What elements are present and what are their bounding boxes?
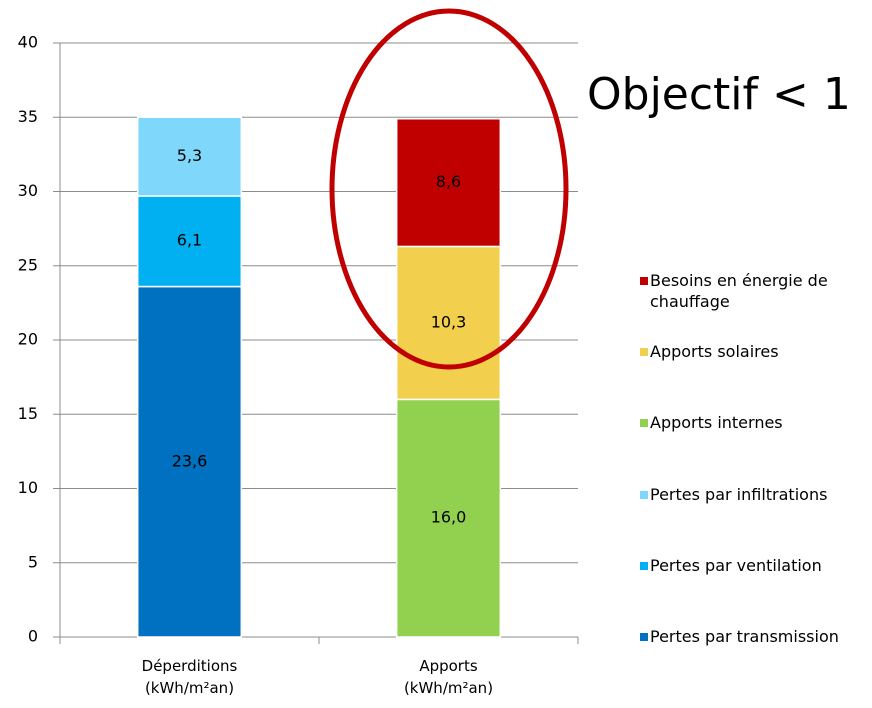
legend-label: Pertes par ventilation (650, 555, 822, 575)
y-tick-label: 20 (18, 330, 38, 349)
legend-swatch (640, 490, 648, 499)
x-tick-label: Déperditions (kWh/m²an) (141, 657, 238, 697)
y-tick-label: 15 (18, 404, 38, 423)
legend-label: Apports solaires (650, 342, 779, 362)
legend-swatch (640, 348, 648, 357)
bar-segment (395, 245, 502, 401)
data-label: 23,6 (172, 451, 208, 470)
legend-label: Apports internes (650, 413, 783, 433)
legend-swatch (640, 419, 648, 428)
data-label: 16,0 (431, 508, 467, 527)
y-tick-label: 30 (18, 181, 38, 200)
y-tick-label: 25 (18, 255, 38, 274)
y-tick-label: 10 (18, 478, 38, 497)
legend-label: Besoins en énergie de chauffage (650, 271, 828, 311)
annotation-ellipse (329, 8, 569, 370)
legend-swatch (640, 277, 648, 285)
y-tick-label: 0 (28, 627, 38, 646)
data-label: 5,3 (177, 146, 202, 165)
x-tick-label: Apports (kWh/m²an) (403, 657, 494, 697)
bar-segment (136, 195, 243, 288)
y-tick-label: 40 (18, 33, 38, 52)
legend-label: Pertes par transmission (650, 627, 839, 646)
bar-segment (136, 285, 243, 638)
legend-swatch (640, 561, 648, 570)
data-label: 8,6 (436, 172, 461, 191)
y-tick-label: 35 (18, 107, 38, 126)
legend-label: Pertes par infiltrations (650, 484, 828, 504)
y-tick-label: 5 (28, 552, 38, 571)
annotation: Objectif < 1 (587, 69, 851, 120)
legend-swatch (640, 633, 648, 641)
bar-segment (136, 116, 243, 197)
data-label: 10,3 (431, 312, 467, 331)
data-label: 6,1 (177, 231, 202, 250)
bar-segment (395, 117, 502, 248)
